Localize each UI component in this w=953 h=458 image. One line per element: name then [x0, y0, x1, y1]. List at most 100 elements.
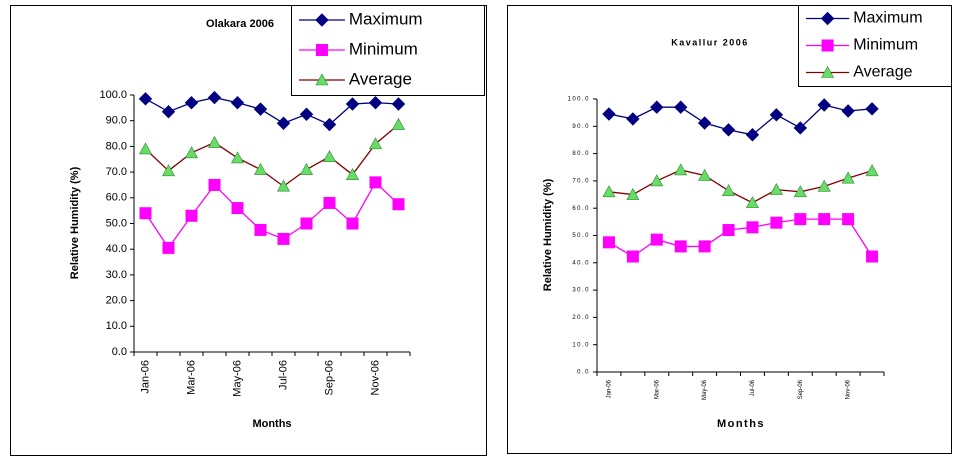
- x-tick-label: Nov-06: [846, 379, 852, 399]
- data-point: [674, 240, 687, 253]
- data-point: [230, 96, 245, 110]
- data-point: [865, 164, 879, 177]
- y-tick-label: 40.0: [106, 243, 127, 255]
- data-point: [368, 96, 383, 110]
- data-point: [697, 116, 712, 130]
- x-axis-title: Months: [252, 418, 291, 430]
- legend-label: Average: [349, 69, 412, 88]
- data-point: [602, 185, 616, 198]
- x-tick-label: Mar-06: [654, 379, 660, 399]
- data-point: [345, 168, 360, 180]
- data-point: [276, 179, 291, 192]
- data-point: [722, 224, 735, 237]
- data-point: [322, 117, 337, 132]
- data-point: [184, 96, 199, 110]
- legend-label: Minimum: [853, 37, 918, 54]
- data-point: [698, 168, 712, 181]
- y-tick-label: 90.0: [572, 124, 590, 130]
- legend-marker: [315, 44, 328, 56]
- data-point: [322, 150, 337, 162]
- legend-label: Maximum: [349, 9, 423, 28]
- data-point: [650, 233, 663, 246]
- y-tick-label: 60.0: [106, 192, 127, 204]
- data-point: [865, 102, 879, 116]
- legend-marker: [821, 65, 835, 78]
- data-point: [626, 250, 639, 263]
- data-point: [650, 100, 664, 114]
- y-tick-label: 90.0: [106, 115, 127, 127]
- data-point: [368, 137, 383, 150]
- data-point: [369, 176, 382, 189]
- data-point: [323, 196, 336, 209]
- y-tick-label: 50.0: [572, 233, 590, 239]
- x-axis-title: Months: [717, 418, 765, 430]
- data-point: [392, 198, 405, 211]
- data-point: [745, 128, 760, 142]
- y-tick-label: 70.0: [572, 178, 590, 184]
- data-point: [769, 108, 784, 122]
- data-point: [300, 217, 313, 230]
- data-point: [138, 92, 153, 106]
- data-point: [866, 250, 879, 263]
- data-point: [230, 151, 245, 164]
- chart-title: Olakara 2006: [206, 18, 274, 30]
- y-tick-label: 80.0: [572, 151, 590, 157]
- x-tick-label: May-06: [702, 379, 708, 400]
- data-point: [746, 221, 759, 234]
- data-point: [770, 216, 783, 229]
- data-point: [208, 178, 221, 191]
- data-point: [769, 183, 783, 195]
- data-point: [650, 174, 664, 187]
- data-point: [626, 112, 640, 126]
- y-tick-label: 0.0: [112, 346, 127, 358]
- data-point: [207, 90, 222, 105]
- data-point: [793, 185, 807, 198]
- data-point: [391, 117, 406, 130]
- legend-marker: [821, 39, 834, 52]
- y-tick-label: 80.0: [106, 140, 127, 152]
- x-tick-label: May-06: [231, 360, 243, 397]
- data-point: [299, 162, 314, 175]
- data-point: [721, 123, 736, 137]
- data-point: [254, 223, 267, 236]
- legend-label: Minimum: [349, 39, 418, 58]
- x-tick-label: Jan-06: [607, 379, 613, 398]
- legend-marker: [315, 13, 329, 27]
- chart-title: Kavallur 2006: [671, 37, 749, 47]
- y-axis-title: Relative Humidity (%): [542, 178, 554, 291]
- data-point: [276, 116, 291, 130]
- x-tick-label: Jan-06: [139, 360, 151, 394]
- data-point: [817, 179, 831, 192]
- data-point: [602, 236, 615, 249]
- data-point: [184, 146, 199, 159]
- data-point: [139, 207, 152, 220]
- data-point: [161, 164, 176, 177]
- data-point: [841, 104, 855, 118]
- x-tick-label: Mar-06: [185, 360, 197, 395]
- data-point: [231, 202, 244, 215]
- data-point: [277, 232, 290, 245]
- data-point: [794, 213, 807, 226]
- legend-marker: [315, 73, 329, 86]
- x-tick-label: Jul-06: [277, 360, 289, 390]
- legend-marker: [820, 11, 835, 26]
- data-point: [162, 241, 175, 254]
- data-point: [841, 171, 855, 184]
- data-point: [138, 142, 153, 155]
- data-point: [674, 100, 688, 114]
- data-point: [818, 213, 831, 226]
- data-point: [207, 135, 222, 148]
- legend-label: Average: [853, 64, 912, 81]
- y-tick-label: 0.0: [577, 370, 590, 376]
- y-tick-label: 50.0: [106, 217, 127, 229]
- data-point: [745, 196, 759, 209]
- y-tick-label: 30.0: [106, 269, 127, 281]
- legend-label: Maximum: [853, 10, 922, 27]
- data-point: [346, 217, 359, 230]
- data-point: [842, 213, 855, 226]
- y-tick-label: 100.0: [99, 89, 127, 101]
- data-point: [185, 209, 198, 222]
- y-tick-label: 40.0: [572, 260, 590, 266]
- y-tick-label: 10.0: [572, 342, 590, 348]
